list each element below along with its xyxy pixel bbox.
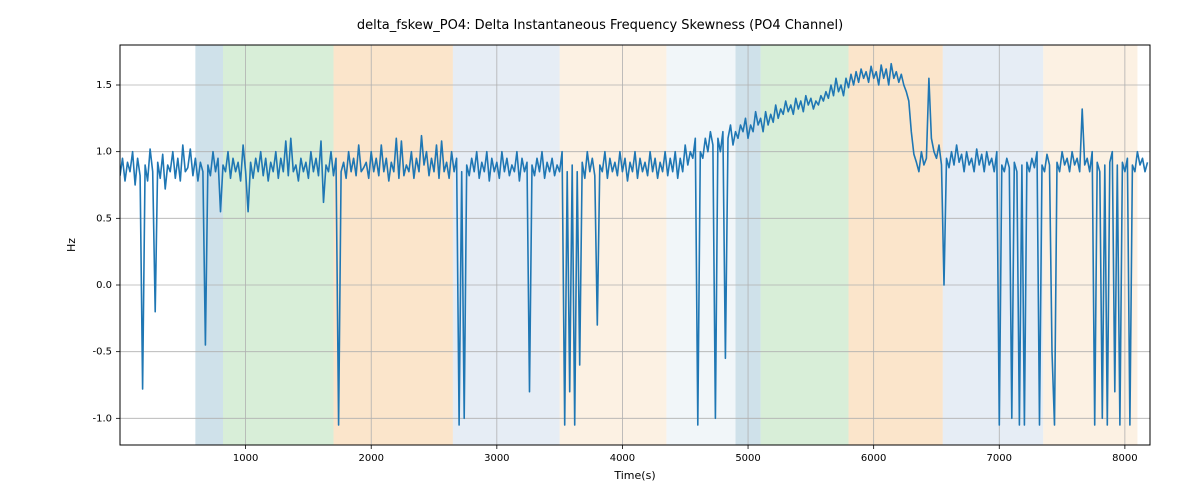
shade-band-0	[195, 45, 223, 445]
line-chart: 1000 2000 3000 4000 5000 6000 7000 8000 -1.0 -0.5…	[0, 0, 1200, 500]
x-axis-label: Time(s)	[613, 469, 655, 482]
ytick-label: 0.5	[96, 213, 112, 224]
ytick-label: -1.0	[92, 413, 112, 424]
xtick-label: 4000	[610, 453, 635, 464]
xtick-label: 8000	[1112, 453, 1137, 464]
chart-title: delta_fskew_PO4: Delta Instantaneous Fre…	[0, 18, 1200, 33]
shade-band-1	[223, 45, 334, 445]
xtick-label: 2000	[358, 453, 383, 464]
xtick-label: 6000	[861, 453, 886, 464]
ytick-label: 0.0	[96, 280, 112, 291]
xtick-label: 7000	[987, 453, 1012, 464]
shade-band-9	[943, 45, 1043, 445]
shade-band-3	[453, 45, 560, 445]
shade-band-10	[1043, 45, 1137, 445]
xtick-label: 5000	[735, 453, 760, 464]
shade-band-2	[334, 45, 453, 445]
y-axis-label: Hz	[65, 238, 78, 252]
shade-band-5	[666, 45, 735, 445]
xtick-label: 3000	[484, 453, 509, 464]
xtick-label: 1000	[233, 453, 258, 464]
ytick-label: 1.0	[96, 147, 112, 158]
ytick-label: -0.5	[92, 347, 112, 358]
ytick-label: 1.5	[96, 80, 112, 91]
chart-container: delta_fskew_PO4: Delta Instantaneous Fre…	[0, 0, 1200, 500]
